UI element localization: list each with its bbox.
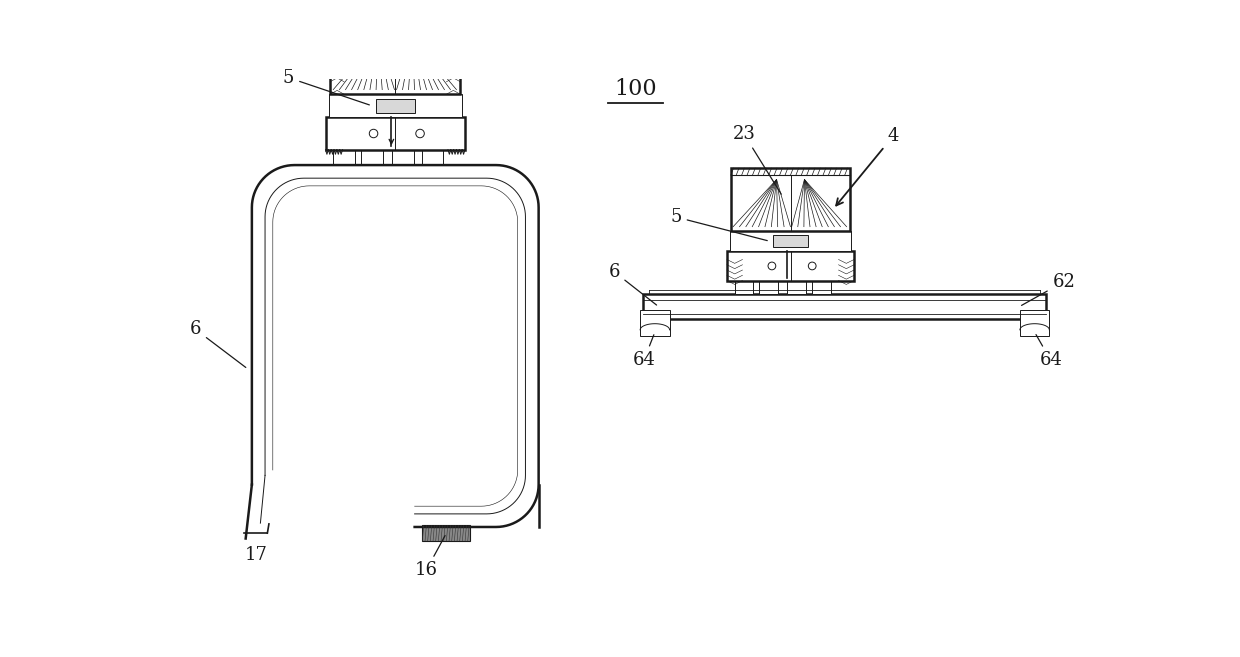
- Bar: [727, 252, 854, 281]
- Text: 62: 62: [1022, 273, 1075, 306]
- Text: 64: 64: [1035, 334, 1063, 369]
- Text: 100: 100: [614, 78, 657, 100]
- Bar: [644, 294, 1047, 319]
- Text: 6: 6: [190, 321, 246, 367]
- Bar: [773, 235, 808, 248]
- Bar: [376, 99, 414, 113]
- Bar: [730, 168, 851, 231]
- Text: 5: 5: [283, 69, 370, 105]
- Bar: [334, 150, 355, 165]
- Bar: [329, 94, 461, 118]
- Bar: [422, 150, 444, 165]
- Bar: [423, 526, 470, 541]
- Bar: [325, 118, 465, 150]
- Bar: [759, 281, 779, 294]
- Bar: [640, 311, 670, 336]
- Bar: [361, 150, 383, 165]
- Text: 4: 4: [836, 127, 899, 206]
- Bar: [330, 25, 460, 94]
- Text: 17: 17: [244, 546, 267, 564]
- Bar: [392, 150, 414, 165]
- Text: 16: 16: [414, 535, 445, 579]
- Bar: [1019, 311, 1049, 336]
- Bar: [730, 231, 851, 252]
- Text: 23: 23: [733, 125, 781, 194]
- Bar: [787, 281, 806, 294]
- Text: 64: 64: [632, 335, 655, 369]
- Text: 5: 5: [671, 208, 768, 240]
- Text: 6: 6: [609, 263, 656, 305]
- Bar: [734, 281, 753, 294]
- Bar: [812, 281, 831, 294]
